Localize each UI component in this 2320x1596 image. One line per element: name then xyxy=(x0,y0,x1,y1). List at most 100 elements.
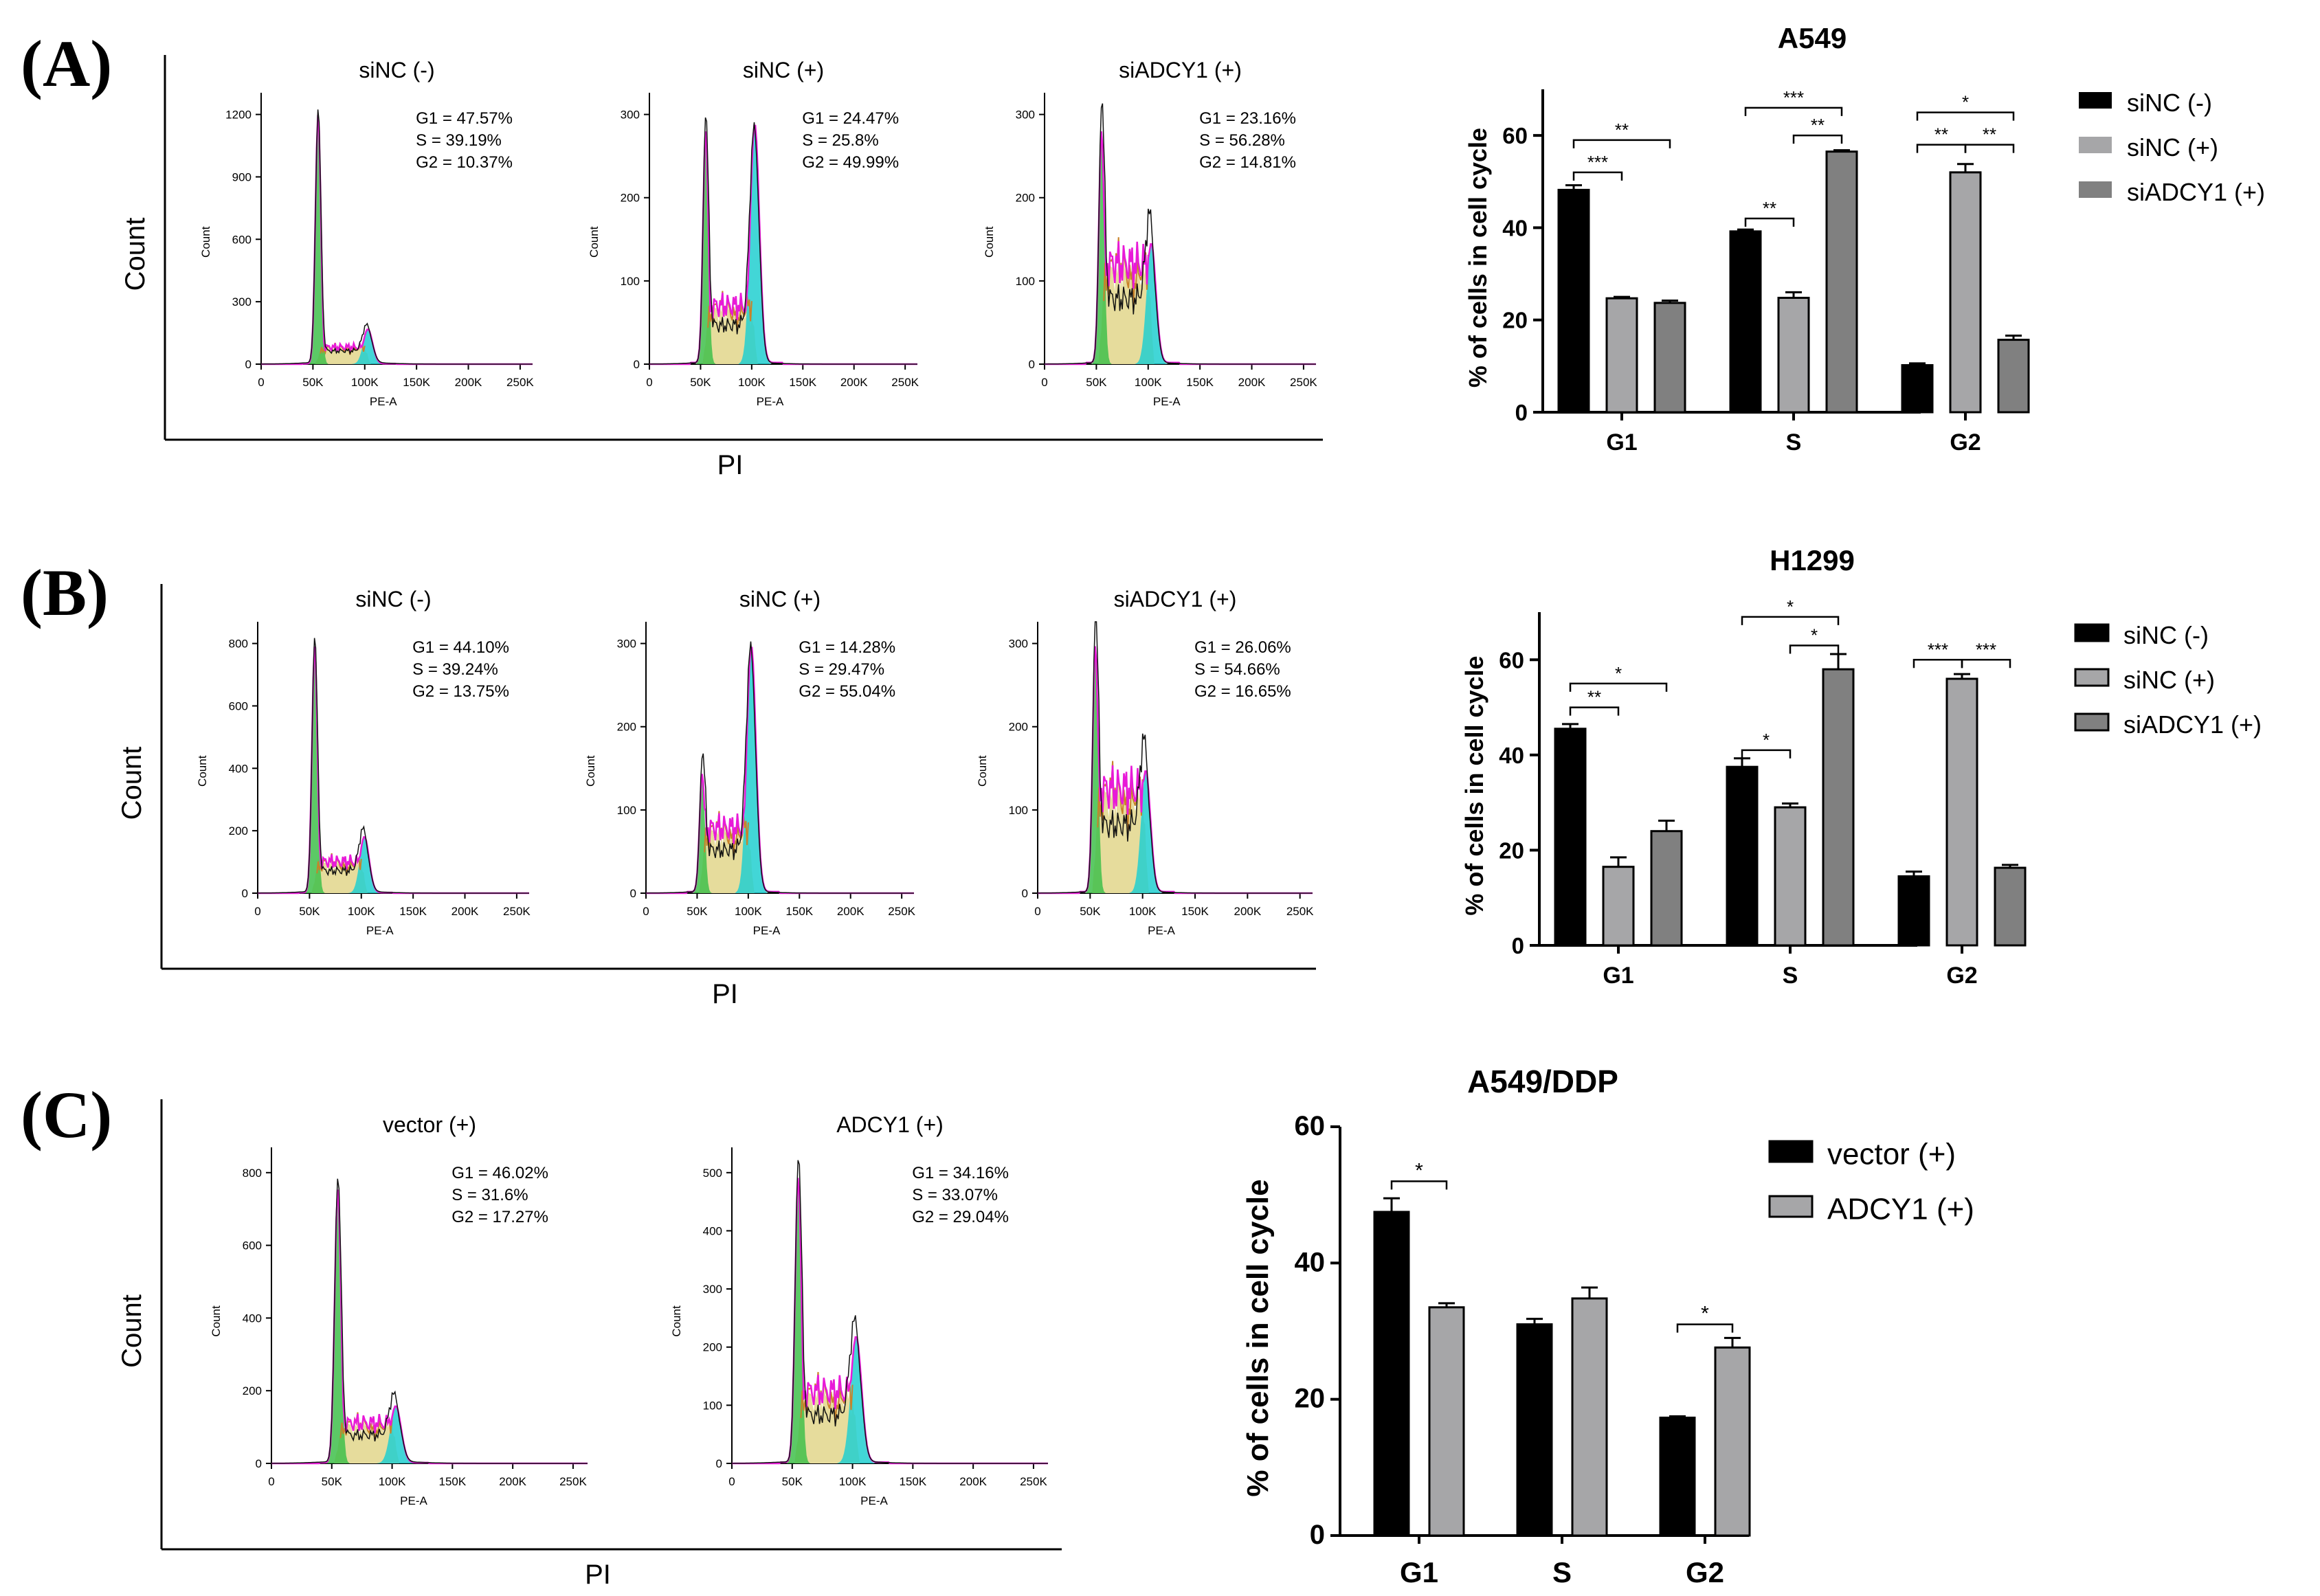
flow-x-tick-label: 150K xyxy=(403,376,430,389)
flow-y-tick-label: 100 xyxy=(1009,804,1028,817)
g1-area xyxy=(304,647,325,893)
bar xyxy=(1949,171,1982,414)
g1-area xyxy=(1091,133,1112,364)
g2-area xyxy=(1135,245,1168,364)
flow-x-tick-label: 250K xyxy=(1020,1475,1047,1488)
g2-area xyxy=(738,126,772,364)
legend-swatch xyxy=(2079,92,2112,109)
s-phase-area xyxy=(334,1417,400,1463)
flow-x-tick-label: 200K xyxy=(1234,905,1261,918)
flow-x-tick-label: 200K xyxy=(959,1475,987,1488)
legend-label: siNC (-) xyxy=(2127,89,2212,117)
flow-x-tick-label: 150K xyxy=(1186,376,1214,389)
bar xyxy=(1659,1416,1696,1537)
g1-area xyxy=(786,1179,811,1463)
flow-y-tick-label: 300 xyxy=(703,1283,722,1296)
flow-y-tick-label: 100 xyxy=(621,275,640,288)
flow-stat-text: S = 39.19% xyxy=(416,131,502,150)
flow-y-tick-label: 200 xyxy=(617,721,636,734)
flow-y-tick-label: 0 xyxy=(245,358,252,371)
flow-y-tick-label: 0 xyxy=(634,358,640,371)
model-fit-line xyxy=(1045,103,1316,365)
flow-stat-text: G1 = 26.06% xyxy=(1194,638,1291,657)
flow-x-tick-label: 150K xyxy=(785,905,813,918)
flow-y-tick-label: 0 xyxy=(256,1457,262,1470)
flow-stat-text: S = 29.47% xyxy=(799,660,884,679)
flow-title: siNC (-) xyxy=(359,58,434,82)
flow-x-tick-label: 50K xyxy=(1080,905,1101,918)
g1-area xyxy=(326,1190,350,1463)
flow-axis-label: PE-A xyxy=(860,1494,888,1507)
bar xyxy=(1825,150,1858,414)
flow-title: siADCY1 (+) xyxy=(1114,587,1237,611)
panel-letter: (B) xyxy=(21,556,109,629)
panel-letter: (C) xyxy=(21,1078,112,1151)
bar xyxy=(1602,866,1635,947)
flow-x-tick-label: 50K xyxy=(302,376,324,389)
bar-y-tick-label: 60 xyxy=(1502,123,1528,148)
bar-y-axis-label: % of cells in cell cycle xyxy=(1460,655,1488,915)
significance-bracket xyxy=(1916,144,1967,153)
bar-y-tick-label: 60 xyxy=(1499,647,1524,673)
flow-x-tick-label: 100K xyxy=(1135,376,1162,389)
g1-area xyxy=(691,775,713,893)
model-fit-line xyxy=(649,117,917,365)
flow-group-y-label: Count xyxy=(120,218,150,291)
significance-label: * xyxy=(1763,730,1770,750)
bar-y-tick-label: 60 xyxy=(1295,1111,1326,1141)
bar xyxy=(1650,830,1683,947)
significance-bracket xyxy=(1569,682,1668,692)
flow-x-tick-label: 250K xyxy=(1290,376,1317,389)
model-fit-line xyxy=(1038,621,1313,894)
flow-count-label: Count xyxy=(670,1305,683,1337)
bar xyxy=(1653,302,1686,414)
flow-stat-text: G1 = 34.16% xyxy=(912,1164,1009,1182)
legend-label: siNC (-) xyxy=(2123,621,2209,649)
flow-x-tick-label: 0 xyxy=(268,1475,274,1488)
significance-bracket xyxy=(1961,659,2011,668)
flow-count-label: Count xyxy=(588,226,601,258)
flow-y-tick-label: 200 xyxy=(229,824,248,838)
bar xyxy=(1994,866,2027,947)
flow-y-tick-label: 100 xyxy=(1016,275,1035,288)
significance-bracket xyxy=(1741,749,1792,758)
bar-y-tick-label: 40 xyxy=(1499,743,1524,768)
legend-swatch xyxy=(1768,1195,1814,1218)
flow-histogram: 0 100 200 300 400 500 0 50K 100K 150K 200K 250K PE-A… xyxy=(670,1112,1048,1507)
flow-y-tick-label: 200 xyxy=(1009,721,1028,734)
g1-area xyxy=(1084,647,1106,893)
flow-histogram: 0 100 200 300 0 50K 100K 150K 200K 250K PE-A Count s… xyxy=(584,587,916,937)
flow-axis-label: PE-A xyxy=(400,1494,427,1507)
flow-x-tick-label: 0 xyxy=(1034,905,1040,918)
bar xyxy=(1897,875,1930,947)
s-phase-area xyxy=(702,298,758,364)
s-phase-area xyxy=(1092,774,1149,893)
bar xyxy=(1901,364,1934,414)
significance-label: * xyxy=(1787,596,1794,617)
significance-bracket xyxy=(1789,644,1840,654)
flow-y-tick-label: 1200 xyxy=(225,109,252,122)
flow-y-tick-label: 600 xyxy=(243,1239,262,1252)
flow-x-tick-label: 150K xyxy=(789,376,816,389)
flow-y-tick-label: 400 xyxy=(703,1224,722,1237)
flow-stat-text: G1 = 14.28% xyxy=(799,638,895,657)
significance-label: ** xyxy=(1615,120,1629,140)
flow-y-tick-label: 200 xyxy=(621,192,640,205)
significance-bracket xyxy=(1744,217,1795,227)
bar-category-label: G2 xyxy=(1950,429,1981,456)
flow-y-tick-label: 200 xyxy=(703,1341,722,1354)
flow-stat-text: G2 = 14.81% xyxy=(1199,153,1296,172)
bar xyxy=(1726,765,1759,947)
legend-swatch xyxy=(2074,623,2110,642)
flow-x-tick-label: 50K xyxy=(322,1475,343,1488)
flow-y-tick-label: 0 xyxy=(1022,887,1028,900)
significance-bracket xyxy=(1744,106,1843,116)
g2-area xyxy=(1128,772,1163,893)
bar-category-label: G1 xyxy=(1400,1556,1438,1588)
flow-y-tick-label: 300 xyxy=(232,295,252,308)
flow-x-tick-label: 200K xyxy=(1238,376,1266,389)
flow-stat-text: G2 = 29.04% xyxy=(912,1208,1009,1226)
flow-stat-text: G1 = 23.16% xyxy=(1199,109,1296,128)
flow-x-tick-label: 200K xyxy=(451,905,479,918)
